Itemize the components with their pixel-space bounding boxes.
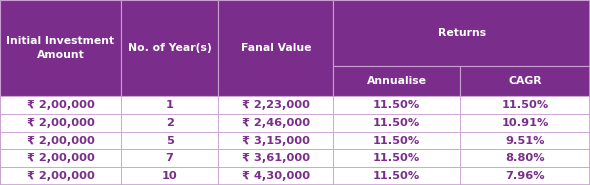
Text: Annualise: Annualise — [367, 76, 427, 86]
Text: 11.50%: 11.50% — [373, 136, 421, 146]
Text: CAGR: CAGR — [509, 76, 542, 86]
Text: 11.50%: 11.50% — [373, 153, 421, 163]
Text: 7.96%: 7.96% — [505, 171, 545, 181]
Text: ₹ 2,00,000: ₹ 2,00,000 — [27, 136, 94, 146]
Bar — [121, 167, 218, 185]
Text: 11.50%: 11.50% — [373, 100, 421, 110]
Bar — [333, 114, 460, 132]
Bar — [0, 149, 121, 167]
Text: 10.91%: 10.91% — [502, 118, 549, 128]
Text: Initial Investment
Amount: Initial Investment Amount — [6, 36, 114, 60]
Text: 8.80%: 8.80% — [505, 153, 545, 163]
Bar — [333, 132, 460, 149]
Bar — [0, 114, 121, 132]
Bar — [333, 0, 590, 66]
Text: 10: 10 — [162, 171, 178, 181]
Bar — [218, 167, 333, 185]
Text: 9.51%: 9.51% — [506, 136, 545, 146]
Bar — [121, 0, 218, 96]
Bar — [460, 167, 590, 185]
Text: ₹ 3,15,000: ₹ 3,15,000 — [242, 136, 310, 146]
Bar — [333, 167, 460, 185]
Bar — [218, 0, 333, 96]
Bar — [218, 114, 333, 132]
Bar — [0, 96, 121, 114]
Text: 7: 7 — [166, 153, 173, 163]
Bar — [460, 114, 590, 132]
Bar — [333, 149, 460, 167]
Text: ₹ 2,00,000: ₹ 2,00,000 — [27, 100, 94, 110]
Bar — [460, 96, 590, 114]
Text: No. of Year(s): No. of Year(s) — [128, 43, 211, 53]
Text: ₹ 2,00,000: ₹ 2,00,000 — [27, 153, 94, 163]
Text: ₹ 3,61,000: ₹ 3,61,000 — [242, 153, 310, 163]
Bar — [121, 149, 218, 167]
Bar — [218, 149, 333, 167]
Bar — [121, 96, 218, 114]
Text: 11.50%: 11.50% — [373, 171, 421, 181]
Bar — [0, 132, 121, 149]
Bar — [0, 0, 121, 96]
Text: Fanal Value: Fanal Value — [241, 43, 311, 53]
Bar — [460, 149, 590, 167]
Text: ₹ 2,00,000: ₹ 2,00,000 — [27, 171, 94, 181]
Text: 11.50%: 11.50% — [373, 118, 421, 128]
Bar — [460, 66, 590, 96]
Text: ₹ 2,23,000: ₹ 2,23,000 — [242, 100, 310, 110]
Bar — [218, 132, 333, 149]
Bar — [460, 132, 590, 149]
Text: ₹ 2,46,000: ₹ 2,46,000 — [242, 118, 310, 128]
Bar — [121, 114, 218, 132]
Bar — [333, 96, 460, 114]
Text: 5: 5 — [166, 136, 173, 146]
Text: 2: 2 — [166, 118, 173, 128]
Text: ₹ 2,00,000: ₹ 2,00,000 — [27, 118, 94, 128]
Bar — [121, 132, 218, 149]
Bar — [0, 167, 121, 185]
Bar — [333, 66, 460, 96]
Text: ₹ 4,30,000: ₹ 4,30,000 — [242, 171, 310, 181]
Text: 11.50%: 11.50% — [502, 100, 549, 110]
Bar — [218, 96, 333, 114]
Text: Returns: Returns — [438, 28, 486, 38]
Text: 1: 1 — [166, 100, 173, 110]
